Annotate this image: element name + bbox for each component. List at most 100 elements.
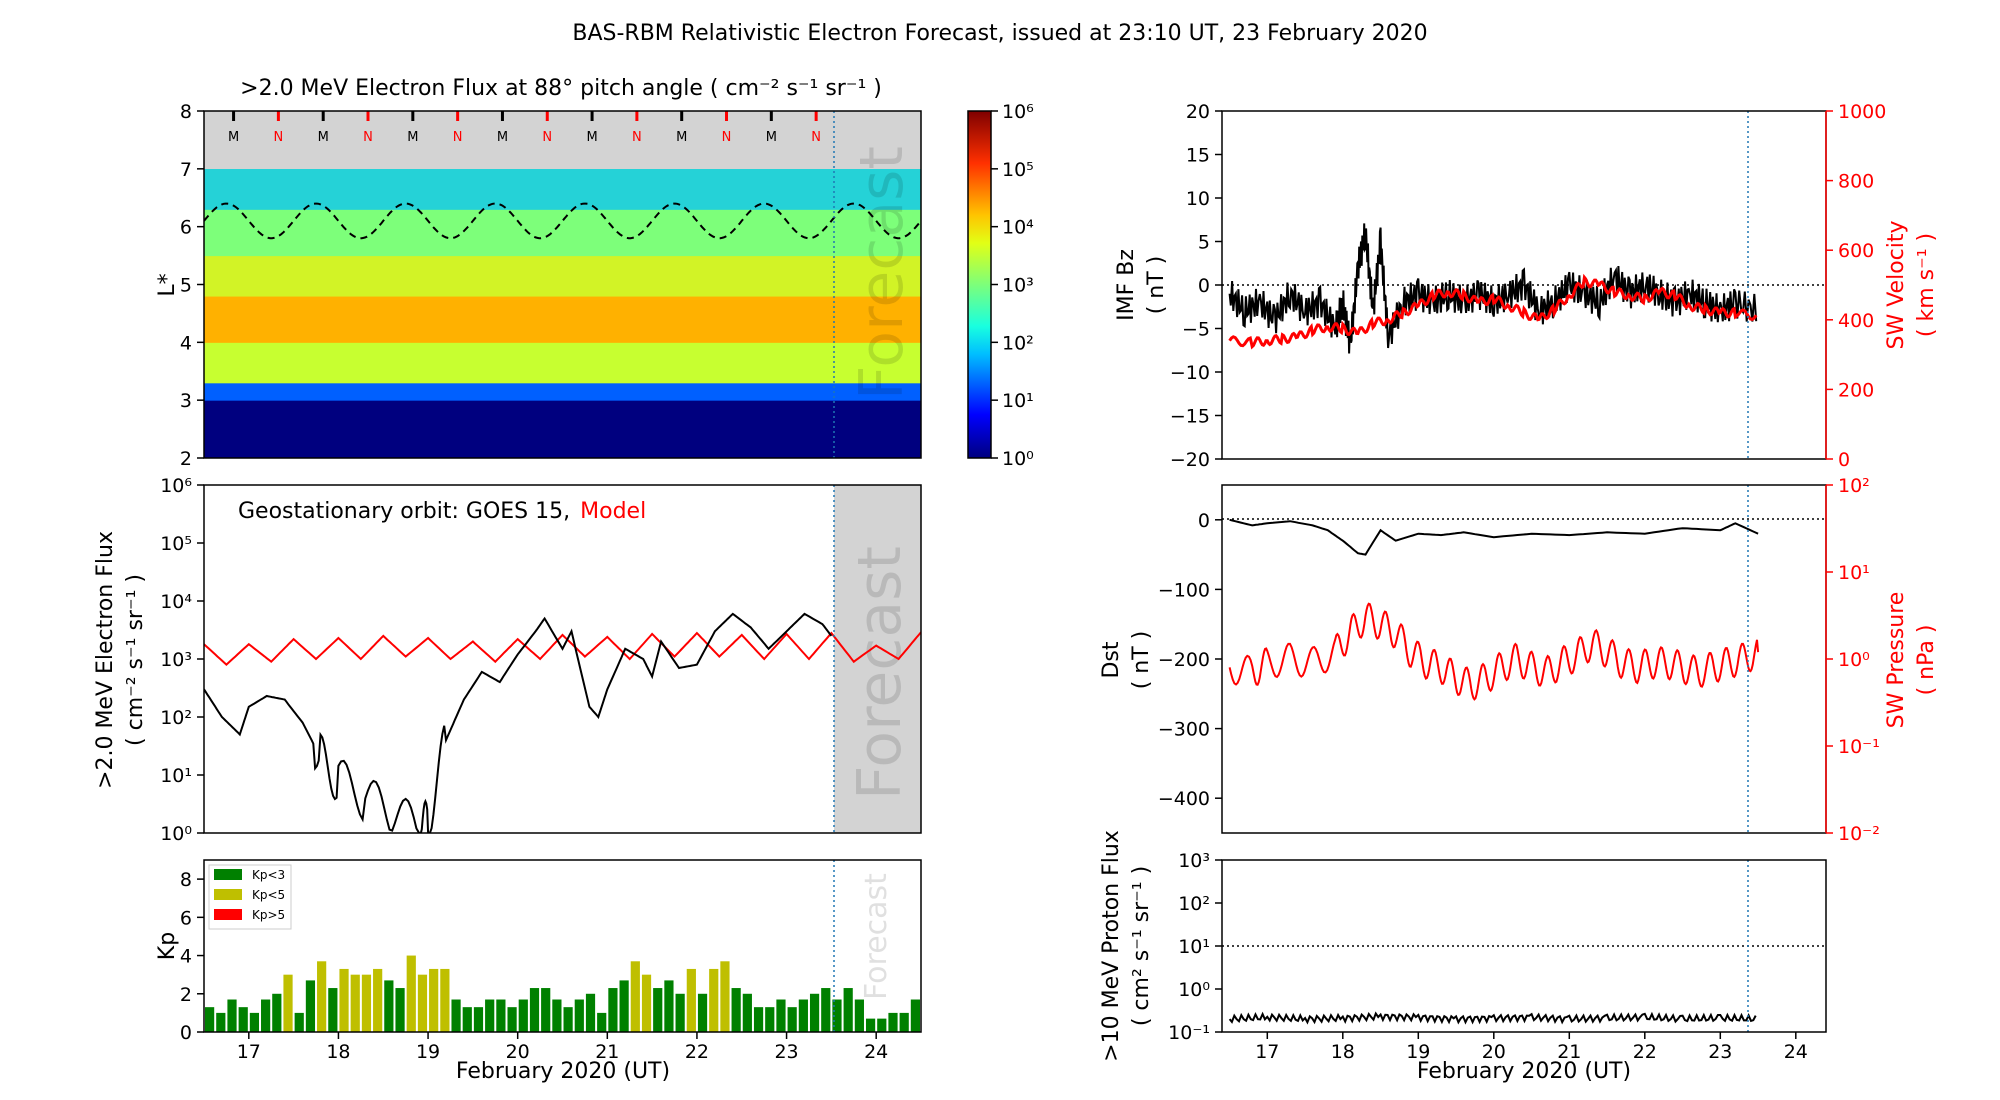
sw-velocity-ylabel: SW Velocity( km s⁻¹ ) <box>1884 220 1939 349</box>
kp-bar-56 <box>832 999 842 1032</box>
proton-ytick-label-4: 10⁻¹ <box>1168 1022 1210 1044</box>
sw-pressure-ytick-label-2: 10⁰ <box>1838 649 1870 671</box>
dashed-L-contour <box>204 202 921 240</box>
kp-xtick-label-18: 18 <box>326 1041 350 1063</box>
figure-title: BAS-RBM Relativistic Electron Forecast, … <box>572 21 1427 46</box>
proton-xlabel: February 2020 (UT) <box>1417 1059 1631 1084</box>
imf-ytick-label-6: −10 <box>1170 362 1210 384</box>
kp-bar-25 <box>485 999 495 1032</box>
kp-bar-28 <box>518 999 528 1032</box>
kp-bar-12 <box>339 968 349 1032</box>
kp-bar-31 <box>552 999 562 1032</box>
kp-bar-55 <box>821 988 831 1032</box>
kp-xtick-label-24: 24 <box>864 1041 888 1063</box>
kp-bar-48 <box>742 993 752 1032</box>
kp-legend-swatch-mid <box>214 889 242 900</box>
imf-y-axis: 20 15 10 5 0 −5 −10 −15 −20 <box>1170 101 1222 471</box>
kp-bar-11 <box>328 988 338 1032</box>
series-goes15-line <box>204 612 833 833</box>
proton-xtick-label-23: 23 <box>1708 1041 1732 1063</box>
kp-bar-60 <box>877 1018 887 1032</box>
kp-bar-4 <box>249 1012 260 1032</box>
kp-bar-57 <box>843 988 853 1032</box>
flux-map-panel: >2.0 MeV Electron Flux at 88° pitch angl… <box>155 76 1034 470</box>
sw-velocity-ytick-label-1: 800 <box>1838 171 1874 193</box>
imf-ytick-label-5: −5 <box>1182 319 1210 341</box>
imf-ytick-label-2: 10 <box>1186 188 1210 210</box>
kp-bar-44 <box>697 993 708 1032</box>
kp-legend-swatch-high <box>214 909 242 920</box>
kp-bar-51 <box>776 999 786 1032</box>
proton-xtick-label-17: 17 <box>1255 1041 1279 1063</box>
proton-ylabel-line1: >10 MeV Proton Flux <box>1099 830 1124 1062</box>
flux-map-forecast-label: Forecast <box>847 146 917 400</box>
geo-flux-y-axis: 10⁰ 10¹ 10² 10³ 10⁴ 10⁵ 10⁶ <box>160 475 204 845</box>
sw-velocity-ylabel-line1: SW Velocity <box>1884 220 1909 349</box>
colorbar-tick-label-6: 10⁶ <box>1002 101 1034 123</box>
kp-bar-63 <box>910 999 920 1032</box>
kp-bar-58 <box>854 999 864 1032</box>
proton-ytick-label-2: 10¹ <box>1178 936 1210 958</box>
series-proton-line <box>1228 1011 1757 1025</box>
kp-bar-34 <box>585 993 596 1032</box>
kp-bar-27 <box>507 1007 517 1032</box>
series-dst-line <box>1229 518 1759 556</box>
kp-bar-76 <box>1056 988 1065 1032</box>
kp-bar-15 <box>373 968 383 1032</box>
kp-frame <box>203 859 922 1033</box>
dst-ytick-label-2: −200 <box>1158 649 1210 671</box>
kp-bar-46 <box>720 961 730 1032</box>
geo-ytick-label-4: 10⁴ <box>160 591 192 613</box>
sw-pressure-ytick-label-1: 10¹ <box>1838 562 1870 584</box>
colorbar <box>967 110 992 459</box>
kp-bar-13 <box>350 974 360 1032</box>
flux-map-ytick-label-8: 8 <box>180 101 192 123</box>
kp-ytick-label-4: 4 <box>180 946 192 968</box>
kp-bar-0 <box>205 1007 215 1032</box>
geo-flux-panel: Forecast 10⁰ 10¹ 10² 10³ 10⁴ 10⁵ 10⁶ Geostatio… <box>93 475 922 845</box>
kp-bar-53 <box>798 999 808 1032</box>
geo-flux-ylabel-line2: ( cm⁻² s⁻¹ sr⁻¹ ) <box>123 574 148 746</box>
kp-bar-40 <box>653 988 663 1032</box>
kp-bar-74 <box>1034 988 1043 1032</box>
imf-ylabel-line1: IMF Bz <box>1114 249 1139 321</box>
geo-flux-ylabel: >2.0 MeV Electron Flux( cm⁻² s⁻¹ sr⁻¹ ) <box>93 531 148 789</box>
heat-band-2 <box>204 342 921 384</box>
heat-band-3 <box>204 296 921 343</box>
kp-bar-75 <box>1045 988 1054 1032</box>
sw-velocity-y-axis: 1000 800 600 400 200 0 <box>1826 101 1886 471</box>
proton-x-axis: 17 18 19 20 21 22 23 24 <box>1255 1032 1808 1063</box>
kp-bar-42 <box>675 993 685 1032</box>
kp-legend-low: Kp<3 <box>252 868 285 882</box>
colorbar-ticks: 10⁰ 10¹ 10² 10³ 10⁴ 10⁵ 10⁶ <box>991 101 1034 470</box>
geo-legend: Geostationary orbit: GOES 15, Model <box>238 499 646 524</box>
flux-map-ytick-label-7: 7 <box>180 159 192 181</box>
series-sw-pressure-line <box>1228 602 1760 701</box>
kp-bar-64 <box>922 1013 931 1032</box>
orbit-label-9: N <box>632 130 642 145</box>
dst-ylabel-line2: ( nT ) <box>1129 631 1154 690</box>
kp-bar-9 <box>305 980 316 1032</box>
proton-ytick-label-3: 10⁰ <box>1178 979 1210 1001</box>
orbit-label-11: N <box>722 130 732 145</box>
sw-pressure-ytick-label-0: 10² <box>1838 475 1870 497</box>
geo-forecast-shade <box>834 485 921 833</box>
heat-bands <box>204 168 921 458</box>
sw-velocity-ytick-label-3: 400 <box>1838 310 1874 332</box>
flux-map-ytick-label-3: 3 <box>180 390 192 412</box>
kp-bar-19 <box>417 974 428 1032</box>
orbit-label-13: N <box>811 130 821 145</box>
kp-bar-22 <box>451 999 461 1032</box>
sw-velocity-ytick-label-4: 200 <box>1838 379 1874 401</box>
kp-bar-36 <box>608 988 618 1032</box>
kp-bar-50 <box>765 1007 775 1032</box>
proton-ytick-label-1: 10² <box>1178 893 1210 915</box>
kp-bar-30 <box>541 988 551 1032</box>
dst-ylabel: Dst( nT ) <box>1099 631 1154 690</box>
heat-band-1 <box>204 382 921 401</box>
kp-ylabel: Kp <box>155 932 180 960</box>
kp-bar-35 <box>597 1012 607 1032</box>
kp-bar-3 <box>238 1007 248 1032</box>
kp-bar-59 <box>865 1018 876 1032</box>
